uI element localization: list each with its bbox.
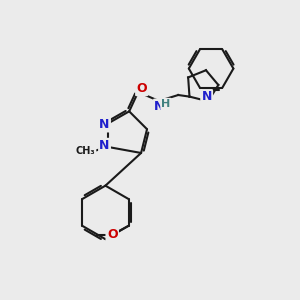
Text: H: H <box>161 99 171 109</box>
Text: O: O <box>107 228 118 241</box>
Text: N: N <box>202 90 212 103</box>
Text: N: N <box>154 100 165 113</box>
Text: N: N <box>99 118 110 131</box>
Text: O: O <box>136 82 147 95</box>
Text: CH₃: CH₃ <box>76 146 95 157</box>
Text: N: N <box>99 139 110 152</box>
Text: O: O <box>107 228 118 241</box>
